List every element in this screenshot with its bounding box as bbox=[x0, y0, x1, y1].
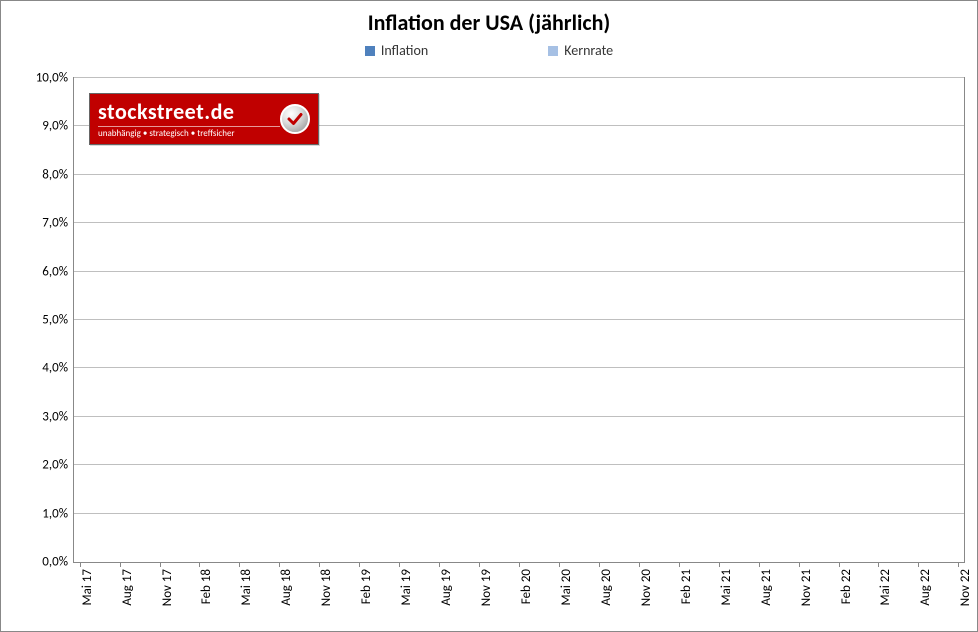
y-tick-label: 8,0% bbox=[42, 167, 68, 182]
x-tick-label: Nov 21 bbox=[799, 569, 814, 606]
x-tick-label: Aug 18 bbox=[279, 569, 294, 606]
logo-check-icon bbox=[280, 104, 310, 134]
x-tick-label: Feb 20 bbox=[519, 569, 534, 604]
x-tick-label: Nov 17 bbox=[160, 569, 175, 606]
stockstreet-logo: stockstreet.de unabhängig • strategisch … bbox=[89, 93, 319, 145]
bars-container bbox=[74, 78, 964, 562]
y-tick-label: 3,0% bbox=[42, 409, 68, 424]
x-tick-mark bbox=[279, 562, 280, 567]
x-tick-label: Feb 18 bbox=[199, 569, 214, 604]
legend: Inflation Kernrate bbox=[1, 36, 977, 63]
y-tick-label: 10,0% bbox=[36, 71, 68, 86]
x-tick-label: Mai 17 bbox=[80, 569, 95, 605]
x-tick-mark bbox=[399, 562, 400, 567]
y-tick-label: 7,0% bbox=[42, 216, 68, 231]
y-tick-label: 0,0% bbox=[42, 555, 68, 570]
x-tick-mark bbox=[799, 562, 800, 567]
x-tick-label: Nov 20 bbox=[639, 569, 654, 606]
x-tick-mark bbox=[160, 562, 161, 567]
x-tick-mark bbox=[719, 562, 720, 567]
logo-main-text: stockstreet.de bbox=[98, 101, 280, 123]
x-tick-mark bbox=[120, 562, 121, 567]
x-tick-mark bbox=[519, 562, 520, 567]
chart-title: Inflation der USA (jährlich) bbox=[1, 1, 977, 36]
x-axis: Mai 17 Aug 17 Nov 17 Feb 18 Mai 18 Aug 18 Nov … bbox=[73, 567, 965, 627]
x-tick-mark bbox=[359, 562, 360, 567]
legend-item-inflation: Inflation bbox=[365, 42, 428, 59]
legend-swatch bbox=[365, 46, 375, 56]
x-tick-label: Nov 22 bbox=[958, 569, 973, 606]
legend-item-kernrate: Kernrate bbox=[548, 42, 613, 59]
x-tick-label: Feb 19 bbox=[359, 569, 374, 604]
x-tick-mark bbox=[958, 562, 959, 567]
x-tick-mark bbox=[839, 562, 840, 567]
x-tick-mark bbox=[239, 562, 240, 567]
x-tick-label: Aug 21 bbox=[759, 569, 774, 606]
y-tick-label: 2,0% bbox=[42, 458, 68, 473]
x-tick-mark bbox=[199, 562, 200, 567]
x-tick-label: Mai 19 bbox=[399, 569, 414, 605]
legend-label: Inflation bbox=[381, 42, 428, 59]
legend-label: Kernrate bbox=[564, 42, 613, 59]
x-tick-label: Nov 19 bbox=[479, 569, 494, 606]
x-tick-mark bbox=[479, 562, 480, 567]
y-tick-label: 1,0% bbox=[42, 506, 68, 521]
y-tick-label: 9,0% bbox=[42, 119, 68, 134]
x-tick-mark bbox=[918, 562, 919, 567]
x-tick-label: Mai 21 bbox=[719, 569, 734, 605]
x-tick-mark bbox=[80, 562, 81, 567]
x-tick-label: Mai 20 bbox=[559, 569, 574, 605]
x-tick-label: Aug 17 bbox=[120, 569, 135, 606]
x-tick-mark bbox=[599, 562, 600, 567]
y-tick-label: 6,0% bbox=[42, 264, 68, 279]
plot-area: 0,0%1,0%2,0%3,0%4,0%5,0%6,0%7,0%8,0%9,0%… bbox=[73, 77, 965, 563]
x-tick-label: Aug 19 bbox=[439, 569, 454, 606]
x-tick-label: Aug 22 bbox=[918, 569, 933, 606]
y-tick-label: 4,0% bbox=[42, 361, 68, 376]
x-tick-label: Feb 22 bbox=[839, 569, 854, 604]
x-tick-label: Mai 22 bbox=[878, 569, 893, 605]
legend-swatch bbox=[548, 46, 558, 56]
x-tick-mark bbox=[319, 562, 320, 567]
x-tick-label: Feb 21 bbox=[679, 569, 694, 604]
x-tick-mark bbox=[759, 562, 760, 567]
x-tick-mark bbox=[639, 562, 640, 567]
x-tick-mark bbox=[878, 562, 879, 567]
logo-sub-text: unabhängig • strategisch • treffsicher bbox=[98, 126, 280, 138]
x-tick-mark bbox=[559, 562, 560, 567]
x-tick-mark bbox=[439, 562, 440, 567]
x-tick-label: Mai 18 bbox=[239, 569, 254, 605]
x-tick-label: Aug 20 bbox=[599, 569, 614, 606]
x-tick-label: Nov 18 bbox=[319, 569, 334, 606]
x-tick-mark bbox=[679, 562, 680, 567]
plot-area-wrap: 0,0%1,0%2,0%3,0%4,0%5,0%6,0%7,0%8,0%9,0%… bbox=[73, 77, 965, 563]
y-tick-label: 5,0% bbox=[42, 313, 68, 328]
